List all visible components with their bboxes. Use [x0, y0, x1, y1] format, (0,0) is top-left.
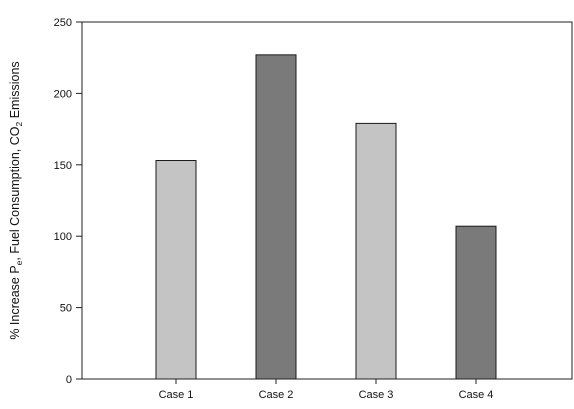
y-tick-label: 0 [66, 374, 72, 386]
y-axis-ticks: 0 50 100 150 200 250 [54, 17, 82, 386]
x-tick-label: Case 1 [159, 389, 194, 401]
x-axis-ticks: Case 1 Case 2 Case 3 Case 4 [159, 379, 494, 401]
y-tick-label: 250 [54, 17, 72, 29]
y-title-text: , Fuel Consumption, CO [8, 126, 22, 260]
y-tick-label: 150 [54, 160, 72, 172]
y-title-subscript: 2 [14, 122, 24, 127]
y-axis-title: % Increase Pe, Fuel Consumption, CO2 Emi… [8, 61, 24, 339]
y-tick-label: 200 [54, 88, 72, 100]
bar-case-3 [355, 122, 397, 380]
y-tick-label: 100 [54, 231, 72, 243]
x-tick-label: Case 2 [259, 389, 294, 401]
bar-case-1 [155, 160, 197, 380]
x-tick-label: Case 4 [459, 389, 494, 401]
bar-case-2 [255, 54, 297, 380]
plot-frame [81, 21, 573, 380]
y-title-subscript: e [14, 260, 24, 265]
x-tick-label: Case 3 [359, 389, 394, 401]
y-title-text: Emissions [8, 61, 22, 121]
bar-case-4 [455, 225, 497, 380]
y-tick-label: 50 [60, 303, 72, 315]
bars [155, 54, 497, 380]
y-title-text: % Increase P [8, 265, 22, 339]
